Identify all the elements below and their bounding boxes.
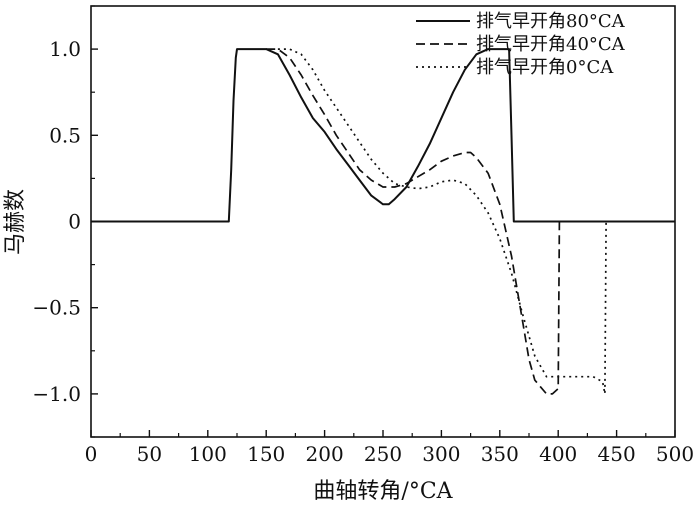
y-tick-label: 0 <box>68 210 81 234</box>
y-tick-label: −0.5 <box>32 296 81 320</box>
x-tick-label: 100 <box>189 442 227 466</box>
series-line-3 <box>277 48 607 395</box>
x-tick-label: 150 <box>247 442 285 466</box>
series-line-2 <box>266 48 561 395</box>
x-tick-label: 350 <box>481 442 519 466</box>
x-tick-label: 400 <box>539 442 577 466</box>
x-tick-label: 0 <box>85 442 98 466</box>
x-tick-label: 200 <box>306 442 344 466</box>
y-tick-label: 0.5 <box>49 123 81 147</box>
y-tick-label: −1.0 <box>32 382 81 406</box>
x-tick-label: 300 <box>422 442 460 466</box>
x-tick-label: 50 <box>137 442 162 466</box>
x-axis-title: 曲轴转角/°CA <box>313 479 453 504</box>
tick-labels: 0 50 100 150 200 250 300 350 400 450 500 1.0 0.5 0 −0.… <box>32 37 694 466</box>
series-line-1 <box>91 48 675 223</box>
y-tick-label: 1.0 <box>49 37 81 61</box>
x-tick-label: 500 <box>656 442 694 466</box>
legend-label-3: 排气早开角0°CA <box>476 57 614 78</box>
series-layer <box>91 48 675 395</box>
x-tick-label: 250 <box>364 442 402 466</box>
y-axis-title: 马赫数 <box>3 189 28 255</box>
legend-label-1: 排气早开角80°CA <box>476 11 626 32</box>
legend-label-2: 排气早开角40°CA <box>476 34 626 55</box>
x-tick-label: 450 <box>598 442 636 466</box>
